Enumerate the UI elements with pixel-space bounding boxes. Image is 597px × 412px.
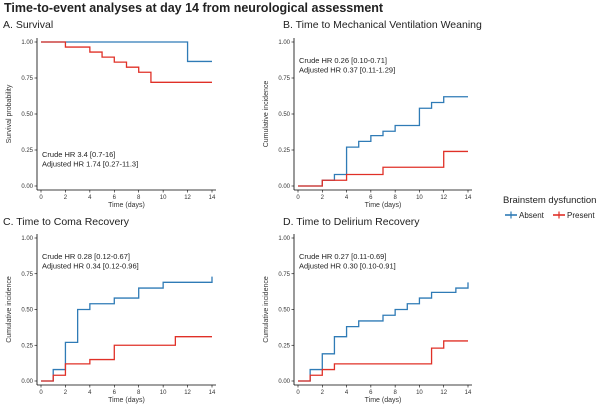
legend-item-present: Present <box>553 211 595 220</box>
panel-title: C. Time to Coma Recovery <box>3 216 130 228</box>
y-tick-label: 0.00 <box>278 184 290 190</box>
y-tick-label: 0.25 <box>21 343 33 349</box>
series-line-present <box>41 41 212 83</box>
x-tick-label: 0 <box>296 390 300 396</box>
y-tick-label: 1.00 <box>278 40 290 46</box>
y-tick-label: 0.00 <box>21 184 33 190</box>
y-tick-label: 1.00 <box>21 236 33 242</box>
y-tick-label: 0.75 <box>278 76 290 82</box>
panel-d: D. Time to Delirium Recovery 0.00 0.25 0.50… <box>263 216 472 404</box>
y-tick-label: 0.75 <box>21 272 33 278</box>
x-axis-label: Time (days) <box>108 397 145 404</box>
panel-title: D. Time to Delirium Recovery <box>283 216 420 228</box>
y-tick-label: 0.50 <box>278 112 290 118</box>
hr-annotation: Adjusted HR 0.37 [0.11-1.29] <box>299 66 395 75</box>
legend-item-absent: Absent <box>505 211 545 220</box>
x-tick-label: 2 <box>321 195 325 201</box>
x-tick-label: 14 <box>465 195 472 201</box>
hr-annotation: Adjusted HR 1.74 [0.27-11.3] <box>42 160 138 169</box>
y-axis-label: Cumulative incidence <box>263 81 270 148</box>
x-tick-label: 10 <box>416 390 423 396</box>
series-line-absent <box>41 276 213 382</box>
series-line-absent <box>298 96 468 187</box>
x-tick-label: 12 <box>184 390 191 396</box>
series-line-absent <box>298 282 469 382</box>
x-axis-label: Time (days) <box>108 202 145 209</box>
x-tick-label: 2 <box>64 195 68 201</box>
legend-label: Present <box>567 211 595 220</box>
x-tick-label: 10 <box>160 390 167 396</box>
x-axis-label: Time (days) <box>365 397 402 404</box>
legend-label: Absent <box>519 211 545 220</box>
x-tick-label: 4 <box>345 390 349 396</box>
hr-annotation: Adjusted HR 0.30 [0.10-0.91] <box>299 262 396 271</box>
x-tick-label: 0 <box>39 195 43 201</box>
series-line-present <box>298 150 468 187</box>
x-tick-label: 0 <box>296 195 300 201</box>
hr-annotation: Crude HR 0.28 [0.12-0.67] <box>42 252 130 261</box>
panel-c: C. Time to Coma Recovery 0.00 0.25 0.50 0.75… <box>3 216 216 404</box>
y-tick-label: 0.00 <box>278 379 290 385</box>
x-tick-label: 6 <box>113 390 117 396</box>
x-tick-label: 4 <box>88 390 92 396</box>
y-axis-label: Cumulative incidence <box>6 276 13 343</box>
x-tick-label: 6 <box>369 195 373 201</box>
x-tick-label: 12 <box>440 195 447 201</box>
x-tick-label: 14 <box>209 195 216 201</box>
hr-annotation: Crude HR 3.4 [0.7-16] <box>42 150 115 159</box>
x-tick-label: 2 <box>321 390 325 396</box>
panel-title: B. Time to Mechanical Ventilation Weanin… <box>283 19 482 31</box>
legend: Brainstem dysfunction Absent Present <box>503 195 596 220</box>
hr-annotation: Crude HR 0.26 [0.10-0.71] <box>299 56 387 65</box>
panel-b: B. Time to Mechanical Ventilation Weanin… <box>263 19 482 209</box>
y-tick-label: 0.25 <box>278 343 290 349</box>
x-tick-label: 8 <box>137 195 141 201</box>
y-tick-label: 0.25 <box>278 148 290 154</box>
x-tick-label: 4 <box>88 195 92 201</box>
y-tick-label: 0.00 <box>21 379 33 385</box>
y-tick-label: 1.00 <box>21 40 33 46</box>
hr-annotation: Adjusted HR 0.34 [0.12-0.96] <box>42 262 139 271</box>
figure-title: Time-to-event analyses at day 14 from ne… <box>4 1 384 15</box>
x-tick-label: 12 <box>440 390 447 396</box>
series-line-present <box>298 340 468 382</box>
y-tick-label: 0.50 <box>278 308 290 314</box>
x-tick-label: 4 <box>345 195 349 201</box>
x-tick-label: 14 <box>465 390 472 396</box>
x-tick-label: 8 <box>393 195 397 201</box>
x-tick-label: 14 <box>209 390 216 396</box>
x-axis-label: Time (days) <box>365 202 402 209</box>
y-tick-label: 0.50 <box>21 308 33 314</box>
y-tick-label: 0.75 <box>21 76 33 82</box>
y-axis-label: Survival probability <box>6 84 13 143</box>
series-line-absent <box>41 41 212 63</box>
y-tick-label: 0.50 <box>21 112 33 118</box>
x-tick-label: 6 <box>113 195 117 201</box>
series-line-present <box>41 336 212 382</box>
y-tick-label: 0.75 <box>278 272 290 278</box>
y-tick-label: 1.00 <box>278 236 290 242</box>
x-tick-label: 8 <box>393 390 397 396</box>
panel-a: A. Survival 0.00 0.25 0.50 0.75 1.00 0 2 4 6 8 10 12… <box>3 19 216 209</box>
panel-title: A. Survival <box>3 19 53 31</box>
x-tick-label: 10 <box>416 195 423 201</box>
x-tick-label: 8 <box>137 390 141 396</box>
y-axis-label: Cumulative incidence <box>263 276 270 343</box>
x-tick-label: 10 <box>160 195 167 201</box>
legend-title: Brainstem dysfunction <box>503 195 596 206</box>
x-tick-label: 12 <box>184 195 191 201</box>
x-tick-label: 2 <box>64 390 68 396</box>
hr-annotation: Crude HR 0.27 [0.11-0.69] <box>299 252 386 261</box>
x-tick-label: 0 <box>39 390 43 396</box>
x-tick-label: 6 <box>369 390 373 396</box>
y-tick-label: 0.25 <box>21 148 33 154</box>
